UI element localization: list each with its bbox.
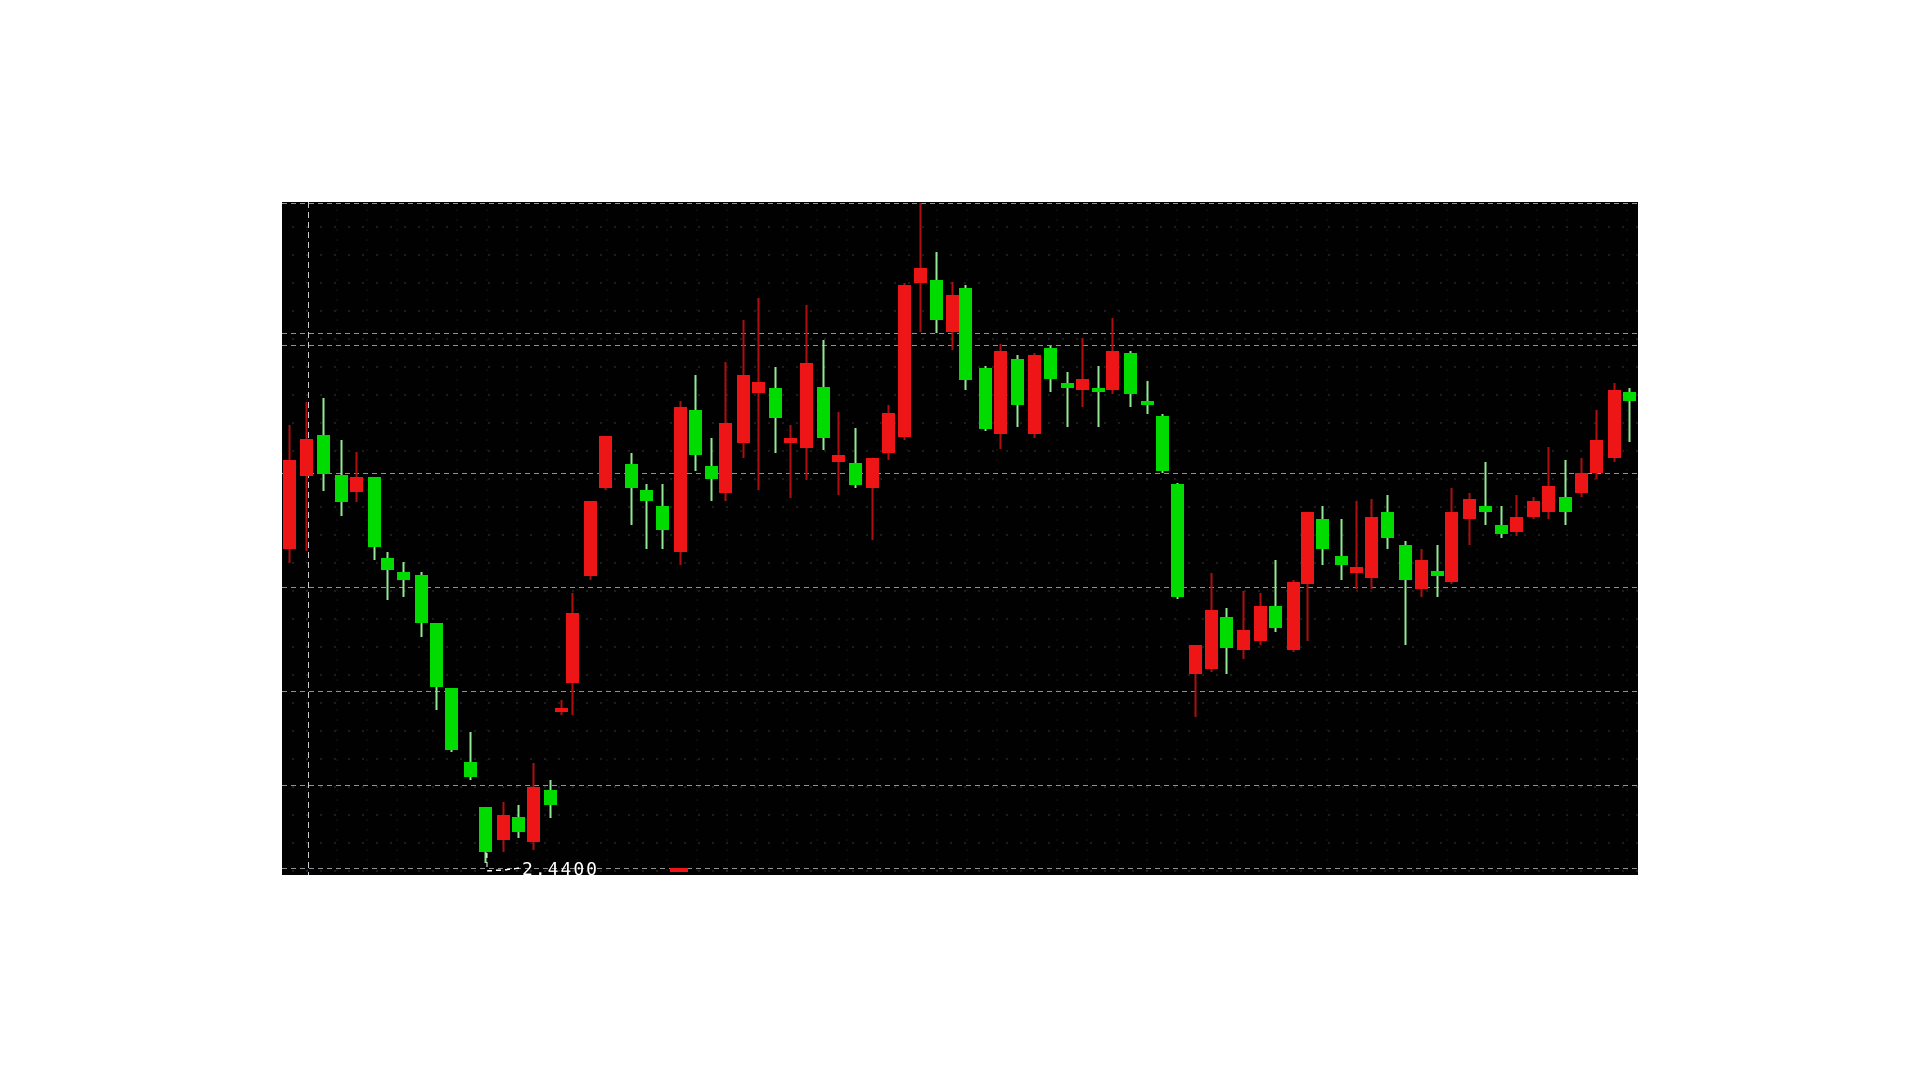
candle-down [1590, 410, 1603, 479]
candle-up [335, 440, 348, 516]
candle-down [300, 402, 313, 551]
candle-up [512, 805, 525, 838]
candle-down [914, 203, 927, 332]
candle-up [640, 484, 653, 549]
candle-down [350, 452, 363, 502]
candle-down [832, 412, 845, 495]
price-annotation: 2.4400 [486, 853, 599, 875]
candle-down [1205, 573, 1218, 672]
candle-down [1445, 488, 1458, 584]
candle-down [719, 362, 732, 501]
candle-up [415, 572, 428, 637]
candle-up [1399, 541, 1412, 645]
candle-down [1575, 458, 1588, 497]
candle-up [959, 285, 972, 390]
candle-down [946, 282, 959, 350]
candle-up [1431, 545, 1444, 597]
candle-up [1156, 414, 1169, 473]
candle-up [817, 340, 830, 450]
candle-down [1106, 318, 1119, 394]
candle-down [784, 425, 797, 498]
candle-down [1237, 591, 1250, 659]
candle-up [479, 807, 492, 863]
candle-down [584, 501, 597, 580]
candle-up [1269, 560, 1282, 632]
candle-up [1479, 462, 1492, 525]
candle-down [898, 283, 911, 440]
candle-down [866, 458, 879, 540]
candle-up [430, 623, 443, 710]
candle-down [674, 401, 687, 565]
candle-up [1559, 460, 1572, 525]
candle-up [1316, 506, 1329, 565]
candle-down [1527, 497, 1540, 519]
candle-up [317, 398, 330, 491]
candle-up [656, 484, 669, 549]
candle-down [1463, 493, 1476, 545]
candle-down [1350, 501, 1363, 589]
candle-up [1141, 381, 1154, 414]
candle-up [397, 562, 410, 597]
candle-down [1415, 549, 1428, 597]
candle-down [599, 436, 612, 490]
candle-up [705, 438, 718, 501]
candle-up [1623, 388, 1636, 442]
candle-up [1381, 495, 1394, 549]
candle-down [882, 405, 895, 460]
candle-down [1510, 495, 1523, 536]
candle-up [930, 252, 943, 333]
candle-down [1254, 593, 1267, 645]
candle-down [1287, 580, 1300, 652]
candle-up [769, 367, 782, 453]
candle-down [527, 763, 540, 850]
candle-down [555, 700, 568, 715]
candle-up [979, 366, 992, 431]
candle-down [737, 320, 750, 458]
candle-down [1189, 645, 1202, 717]
candle-up [464, 732, 477, 780]
clipped-candle-mark [670, 868, 688, 872]
candle-up [625, 453, 638, 525]
candle-up [689, 375, 702, 471]
candle-down [1028, 353, 1041, 438]
candle-up [368, 477, 381, 560]
candle-up [1220, 608, 1233, 674]
candle-down [994, 344, 1007, 449]
price-label: 2.4400 [522, 859, 599, 875]
candle-down [1301, 512, 1314, 641]
candle-up [1335, 519, 1348, 580]
candle-down [283, 425, 296, 563]
candle-up [1495, 506, 1508, 538]
candle-up [1124, 351, 1137, 407]
candle-up [1011, 355, 1024, 427]
candle-up [1092, 366, 1105, 427]
candle-up [1061, 372, 1074, 427]
candle-up [1044, 346, 1057, 392]
candle-up [1171, 483, 1184, 599]
candle-down [1608, 383, 1621, 462]
candle-down [752, 298, 765, 490]
candles-series [283, 203, 1636, 863]
candle-up [445, 688, 458, 752]
candle-down [1076, 338, 1089, 407]
candle-up [849, 428, 862, 488]
candle-down [1365, 499, 1378, 589]
candle-up [381, 552, 394, 600]
candle-down [566, 593, 579, 715]
candle-up [544, 780, 557, 818]
candle-down [497, 802, 510, 852]
candle-down [800, 305, 813, 480]
price-pointer-line [486, 853, 521, 872]
candlestick-chart[interactable]: 2.4400 [282, 202, 1638, 875]
candle-down [1542, 447, 1555, 519]
chart-canvas[interactable]: 2.4400 [282, 202, 1638, 875]
